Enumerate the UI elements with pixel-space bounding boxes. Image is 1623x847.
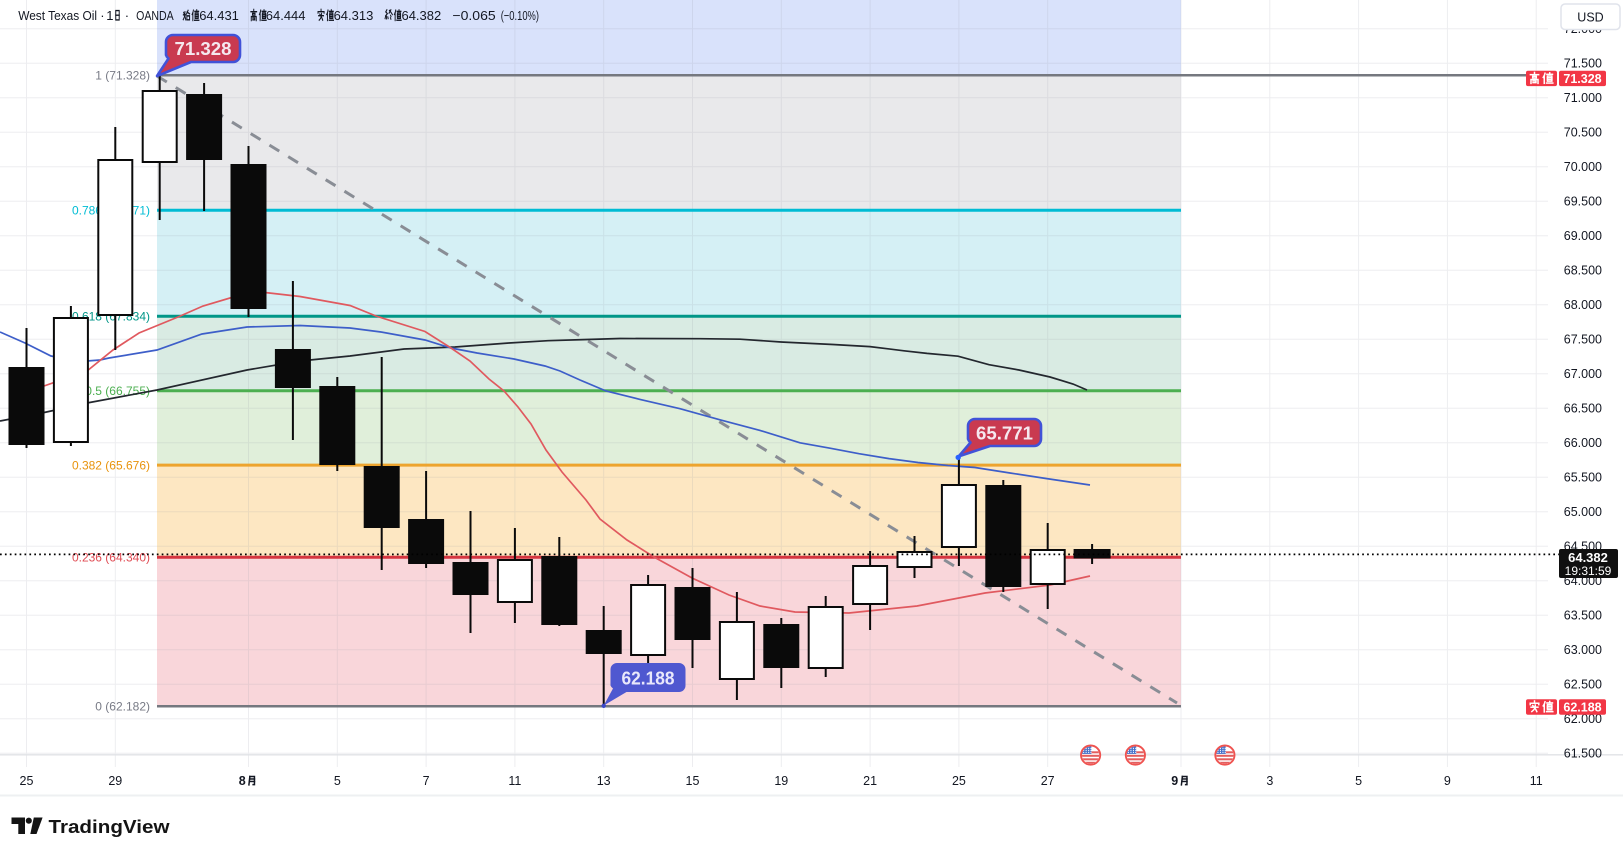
- svg-text:66.500: 66.500: [1564, 402, 1602, 416]
- svg-text:1: 1: [106, 8, 113, 23]
- svg-text:71.328: 71.328: [1563, 72, 1601, 86]
- svg-text:64.313: 64.313: [334, 8, 374, 23]
- svg-text:69.500: 69.500: [1564, 195, 1602, 209]
- svg-text:70.000: 70.000: [1564, 160, 1602, 174]
- svg-text:70.500: 70.500: [1564, 126, 1602, 140]
- svg-text:25: 25: [20, 774, 34, 788]
- svg-text:OANDA: OANDA: [136, 8, 174, 23]
- svg-text:64.382: 64.382: [1568, 550, 1608, 565]
- svg-text:71.500: 71.500: [1564, 57, 1602, 71]
- svg-text:0.382 (65.676): 0.382 (65.676): [72, 458, 150, 472]
- svg-text:−0.065: −0.065: [452, 8, 495, 23]
- svg-text:West Texas Oil: West Texas Oil: [18, 8, 97, 23]
- svg-text:25: 25: [952, 774, 966, 788]
- svg-text:3: 3: [1266, 774, 1273, 788]
- svg-text:USD: USD: [1577, 10, 1603, 24]
- svg-text:71.328: 71.328: [175, 39, 232, 59]
- svg-text:9: 9: [1171, 774, 1178, 788]
- svg-text:67.000: 67.000: [1564, 367, 1602, 381]
- svg-text:62.188: 62.188: [622, 669, 675, 689]
- svg-text:19: 19: [774, 774, 788, 788]
- svg-text:(−0.10%): (−0.10%): [501, 8, 539, 23]
- svg-text:67.500: 67.500: [1564, 333, 1602, 347]
- svg-text:68.000: 68.000: [1564, 298, 1602, 312]
- svg-text:69.000: 69.000: [1564, 229, 1602, 243]
- svg-text:71.000: 71.000: [1564, 91, 1602, 105]
- svg-text:21: 21: [863, 774, 877, 788]
- svg-text:27: 27: [1041, 774, 1055, 788]
- svg-text:64.444: 64.444: [266, 8, 306, 23]
- svg-text:62.000: 62.000: [1564, 712, 1602, 726]
- svg-text:0 (62.182): 0 (62.182): [95, 699, 150, 713]
- svg-text:63.500: 63.500: [1564, 609, 1602, 623]
- svg-text:64.431: 64.431: [199, 8, 239, 23]
- svg-text:62.188: 62.188: [1563, 700, 1601, 714]
- svg-text:15: 15: [686, 774, 700, 788]
- svg-text:1 (71.328): 1 (71.328): [95, 68, 150, 82]
- svg-text:0.5 (66.755): 0.5 (66.755): [85, 384, 150, 398]
- svg-text:65.000: 65.000: [1564, 505, 1602, 519]
- svg-text:66.000: 66.000: [1564, 436, 1602, 450]
- svg-text:29: 29: [108, 774, 122, 788]
- svg-text:0.236 (64.340): 0.236 (64.340): [72, 551, 150, 565]
- svg-text:13: 13: [597, 774, 611, 788]
- svg-text:62.500: 62.500: [1564, 678, 1602, 692]
- svg-text:11: 11: [1530, 774, 1543, 788]
- svg-text:61.500: 61.500: [1564, 747, 1602, 761]
- svg-text:·: ·: [100, 8, 104, 23]
- svg-text:·: ·: [125, 8, 129, 23]
- svg-text:65.500: 65.500: [1564, 471, 1602, 485]
- svg-text:19:31:59: 19:31:59: [1565, 564, 1612, 578]
- svg-text:5: 5: [1355, 774, 1362, 788]
- svg-text:5: 5: [334, 774, 341, 788]
- svg-text:64.382: 64.382: [402, 8, 442, 23]
- svg-text:65.771: 65.771: [976, 424, 1033, 444]
- svg-text:TradingView: TradingView: [49, 817, 171, 837]
- svg-text:9: 9: [1444, 774, 1451, 788]
- svg-text:63.000: 63.000: [1564, 643, 1602, 657]
- svg-text:11: 11: [508, 774, 521, 788]
- svg-text:7: 7: [423, 774, 430, 788]
- svg-text:8: 8: [239, 774, 246, 788]
- svg-text:68.500: 68.500: [1564, 264, 1602, 278]
